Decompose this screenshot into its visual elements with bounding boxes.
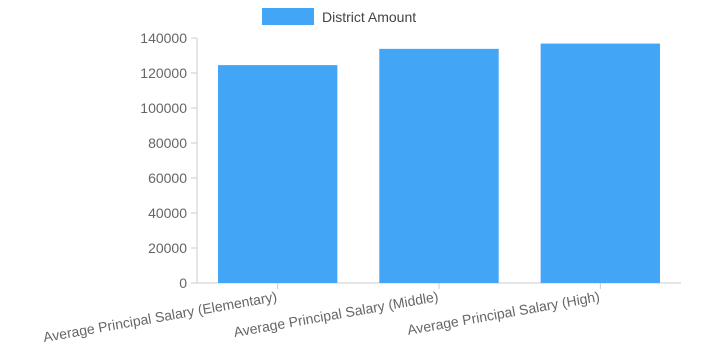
- y-tick-label: 100000: [140, 100, 187, 116]
- y-tick-label: 0: [179, 275, 187, 291]
- bars: [217, 43, 661, 283]
- y-tick-label: 80000: [148, 135, 187, 151]
- y-tick-label: 20000: [148, 240, 187, 256]
- y-tick-label: 60000: [148, 170, 187, 186]
- legend-label: District Amount: [322, 9, 416, 25]
- bar[interactable]: [379, 48, 499, 283]
- y-tick-label: 140000: [140, 30, 187, 46]
- y-axis-ticks: 0 20000 40000 60000 80000 100000 120000 140000: [140, 30, 197, 291]
- x-axis-ticks: Average Principal Salary (Elementary)Ave…: [42, 283, 601, 345]
- legend[interactable]: District Amount: [262, 8, 416, 25]
- legend-swatch: [262, 8, 314, 25]
- bar[interactable]: [217, 65, 338, 283]
- bar[interactable]: [540, 43, 661, 283]
- y-tick-label: 40000: [148, 205, 187, 221]
- y-tick-label: 120000: [140, 65, 187, 81]
